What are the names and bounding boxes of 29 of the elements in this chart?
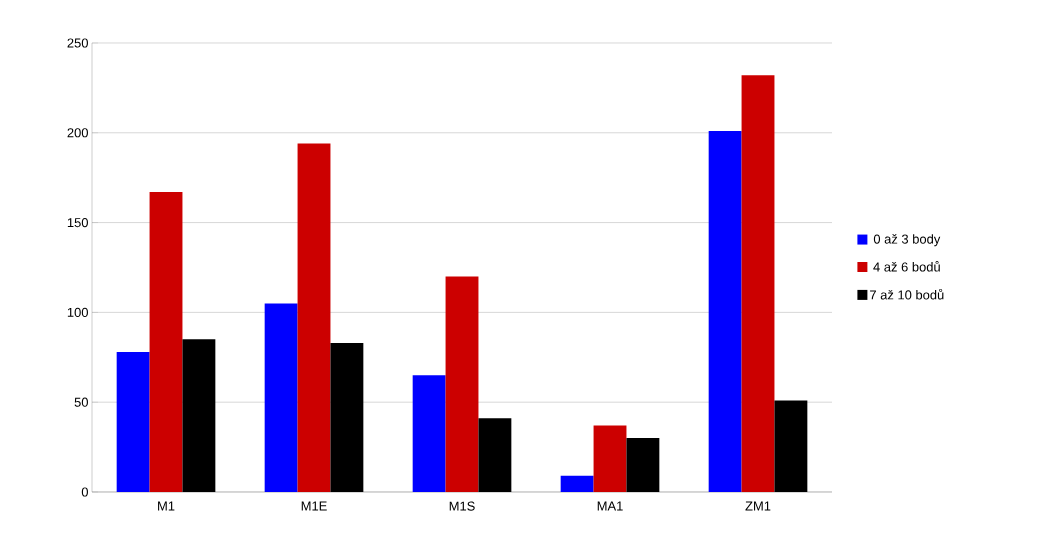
legend-label: 0 až 3 body <box>873 234 941 247</box>
y-tick-label: 250 <box>67 38 88 48</box>
bar <box>478 418 512 492</box>
y-tick-label: 150 <box>67 217 88 228</box>
bar <box>149 192 183 492</box>
x-tick-label: M1S <box>449 501 475 511</box>
x-tick-label: ZM1 <box>745 501 771 511</box>
y-tick-label: 50 <box>74 397 88 407</box>
legend-label: 7 až 10 bodů <box>870 288 944 300</box>
legend-label: 4 až 6 bodů <box>873 261 940 272</box>
bar <box>741 75 775 492</box>
bar <box>560 475 594 492</box>
bar <box>182 339 216 492</box>
y-tick-label: 200 <box>67 128 88 138</box>
x-tick-label: M1E <box>301 501 327 511</box>
bar <box>330 342 364 492</box>
x-tick-label: M1 <box>158 501 175 511</box>
bar <box>264 303 298 492</box>
y-tick-label: 0 <box>81 487 88 497</box>
bar <box>445 276 479 492</box>
bar <box>412 375 446 492</box>
bar <box>774 400 808 492</box>
bar <box>297 143 331 492</box>
bar <box>626 438 660 492</box>
bar <box>116 351 150 492</box>
bar <box>708 130 742 492</box>
x-tick-label: MA1 <box>597 501 623 511</box>
y-tick-label: 100 <box>67 307 88 317</box>
bar <box>593 425 627 492</box>
